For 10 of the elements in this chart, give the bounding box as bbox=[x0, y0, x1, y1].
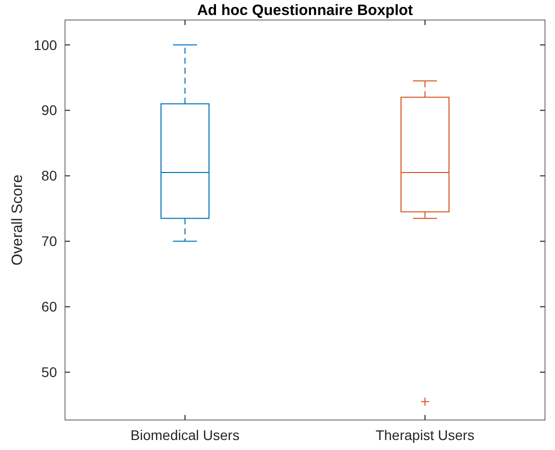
y-tick-label: 100 bbox=[34, 36, 58, 53]
y-tick-label: 50 bbox=[41, 364, 58, 380]
y-tick-label: 80 bbox=[41, 168, 58, 184]
x-tick-label: Biomedical Users bbox=[130, 427, 240, 443]
y-axis-title: Overall Score bbox=[9, 174, 26, 266]
chart-title: Ad hoc Questionnaire Boxplot bbox=[197, 2, 413, 19]
y-tick-label: 60 bbox=[41, 298, 58, 315]
y-tick-label: 90 bbox=[41, 102, 58, 118]
y-tick-label: 70 bbox=[41, 233, 58, 250]
x-tick-label: Therapist Users bbox=[376, 427, 474, 443]
